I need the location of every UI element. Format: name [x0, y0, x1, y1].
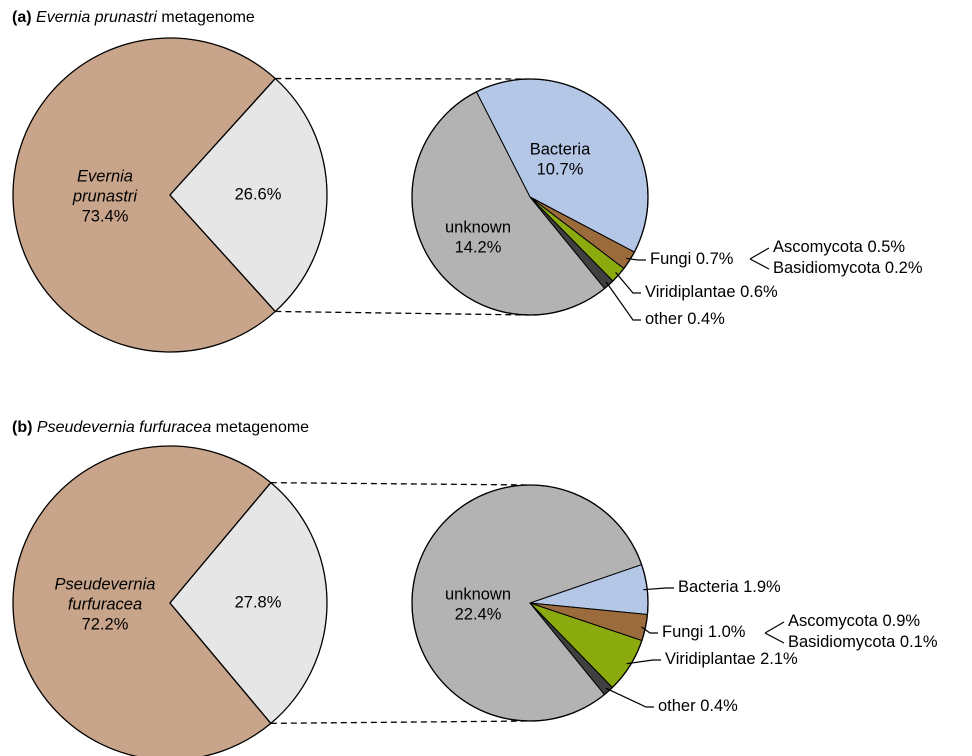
connector	[270, 482, 531, 486]
sub-value: 0.2%	[885, 259, 923, 277]
slice-name: other	[658, 697, 696, 715]
sub-value: 0.9%	[882, 612, 920, 630]
slice-value: 0.6%	[740, 283, 778, 301]
leader-line	[605, 281, 641, 321]
slice-label: Viridiplantae 0.6%	[645, 283, 778, 301]
main-slice	[169, 481, 328, 725]
slice-value: 0.4%	[687, 310, 725, 328]
sub-bracket	[749, 258, 770, 270]
panel-label: (a)	[12, 9, 32, 26]
connector	[270, 720, 531, 724]
slice-label: unknown	[445, 218, 511, 236]
leader-line	[626, 659, 661, 665]
slice-value: 1.9%	[743, 578, 781, 596]
slice-value-label: 10.7%	[537, 160, 584, 178]
slice-value-label: 14.2%	[455, 238, 502, 256]
sub-label: Basidiomycota 0.2%	[773, 259, 923, 277]
slice-value: 0.4%	[700, 697, 738, 715]
breakdown-outline	[411, 484, 649, 722]
leader-line	[605, 687, 654, 708]
panel-title: (a) Evernia prunastri metagenome	[12, 9, 255, 26]
sub-name: Ascomycota	[788, 612, 879, 630]
main-value-label: 73.4%	[82, 207, 129, 225]
organism-name: Pseudevernia furfuracea	[37, 419, 211, 436]
main-value-label: 26.6%	[235, 185, 282, 203]
main-slice	[169, 77, 328, 313]
slice-name: Bacteria	[678, 578, 739, 596]
sub-label: Basidiomycota 0.1%	[788, 633, 938, 651]
slice-value: 1.0%	[708, 623, 746, 641]
slice-value: 0.7%	[696, 250, 734, 268]
sub-bracket	[749, 247, 770, 260]
slice-name: other	[645, 310, 683, 328]
slice-label: Fungi 0.7%	[650, 250, 734, 268]
slice-label: unknown	[445, 585, 511, 603]
slice-name: Fungi	[650, 250, 691, 268]
connector	[275, 310, 531, 316]
main-label: prunastri	[72, 187, 139, 205]
slice-value: 2.1%	[760, 650, 798, 668]
panel-label: (b)	[12, 419, 32, 436]
sub-value: 0.5%	[867, 238, 905, 256]
leader-line	[641, 626, 658, 634]
title-suffix: metagenome	[161, 9, 254, 26]
slice-label: other 0.4%	[645, 310, 725, 328]
panel-title: (b) Pseudevernia furfuracea metagenome	[12, 419, 309, 436]
slice-name: Fungi	[662, 623, 703, 641]
main-slice	[12, 445, 272, 756]
breakdown-pie	[411, 78, 649, 316]
slice-label: other 0.4%	[658, 697, 738, 715]
sub-name: Basidiomycota	[773, 259, 881, 277]
slice-label: Bacteria	[530, 140, 591, 158]
slice-name: Viridiplantae	[665, 650, 756, 668]
main-label: Evernia	[77, 167, 133, 185]
sub-label: Ascomycota 0.5%	[773, 238, 905, 256]
sub-bracket	[764, 621, 785, 634]
slice-label: Viridiplantae 2.1%	[665, 650, 798, 668]
organism-name: Evernia prunastri	[36, 9, 157, 26]
sub-label: Ascomycota 0.9%	[788, 612, 920, 630]
sub-name: Ascomycota	[773, 238, 864, 256]
leader-line	[643, 587, 674, 591]
main-value-label: 27.8%	[235, 593, 282, 611]
leader-line	[615, 271, 641, 294]
main-slice	[12, 37, 277, 353]
sub-name: Basidiomycota	[788, 633, 896, 651]
main-label: Pseudevernia	[55, 575, 156, 593]
slice-name: Viridiplantae	[645, 283, 736, 301]
slice-label: Fungi 1.0%	[662, 623, 746, 641]
breakdown-pie	[411, 484, 649, 722]
sub-value: 0.1%	[900, 633, 938, 651]
sub-bracket	[764, 632, 785, 644]
main-value-label: 72.2%	[82, 615, 129, 633]
breakdown-outline	[411, 78, 649, 316]
slice-value-label: 22.4%	[455, 605, 502, 623]
main-label: furfuracea	[68, 595, 142, 613]
slice-label: Bacteria 1.9%	[678, 578, 781, 596]
title-suffix: metagenome	[216, 419, 309, 436]
